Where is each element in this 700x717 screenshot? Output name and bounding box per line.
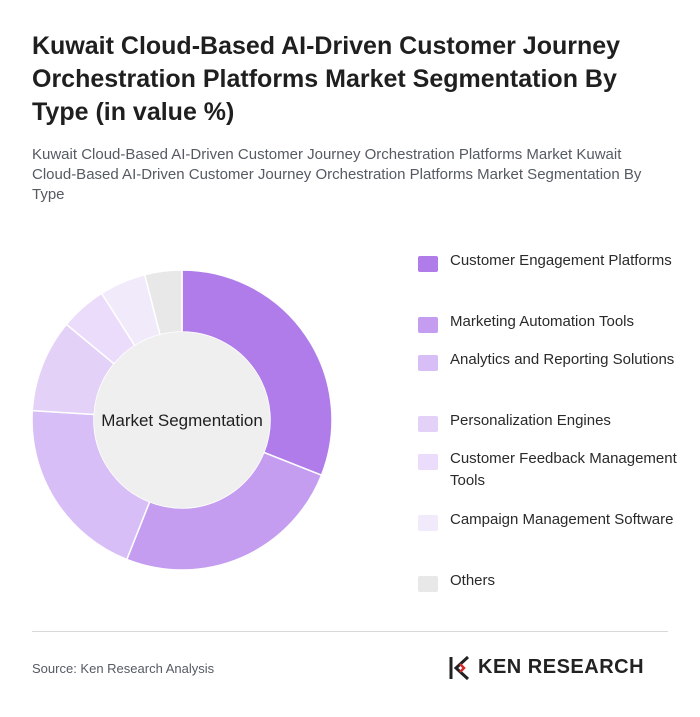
legend-label: Others [450, 572, 496, 589]
legend-swatch [418, 454, 438, 470]
ken-research-logo: KEN RESEARCH [448, 654, 670, 682]
legend-swatch [418, 416, 438, 432]
source-note: Source: Ken Research Analysis [32, 661, 215, 676]
footer-divider [32, 631, 668, 632]
donut-chart: Market Segmentation [31, 269, 333, 571]
legend-label: Campaign Management Software [450, 511, 674, 528]
logo-text: KEN RESEARCH [478, 656, 645, 678]
center-label: Market Segmentation [101, 411, 263, 430]
legend-label: Customer Feedback Management Tools [450, 450, 677, 489]
legend-label: Personalization Engines [450, 412, 611, 429]
legend-swatch [418, 576, 438, 592]
legend-label: Marketing Automation Tools [450, 313, 634, 330]
chart-title: Kuwait Cloud-Based AI-Driven Customer Jo… [32, 32, 621, 126]
legend-swatch [418, 515, 438, 531]
legend-swatch [418, 317, 438, 333]
legend-label: Customer Engagement Platforms [450, 252, 672, 269]
ken-logo-icon [449, 655, 470, 681]
legend-swatch [418, 355, 438, 371]
chart-subtitle: Kuwait Cloud-Based AI-Driven Customer Jo… [32, 146, 642, 203]
legend-swatch [418, 256, 438, 272]
legend-label: Analytics and Reporting Solutions [450, 351, 675, 368]
donut-center [94, 332, 270, 508]
